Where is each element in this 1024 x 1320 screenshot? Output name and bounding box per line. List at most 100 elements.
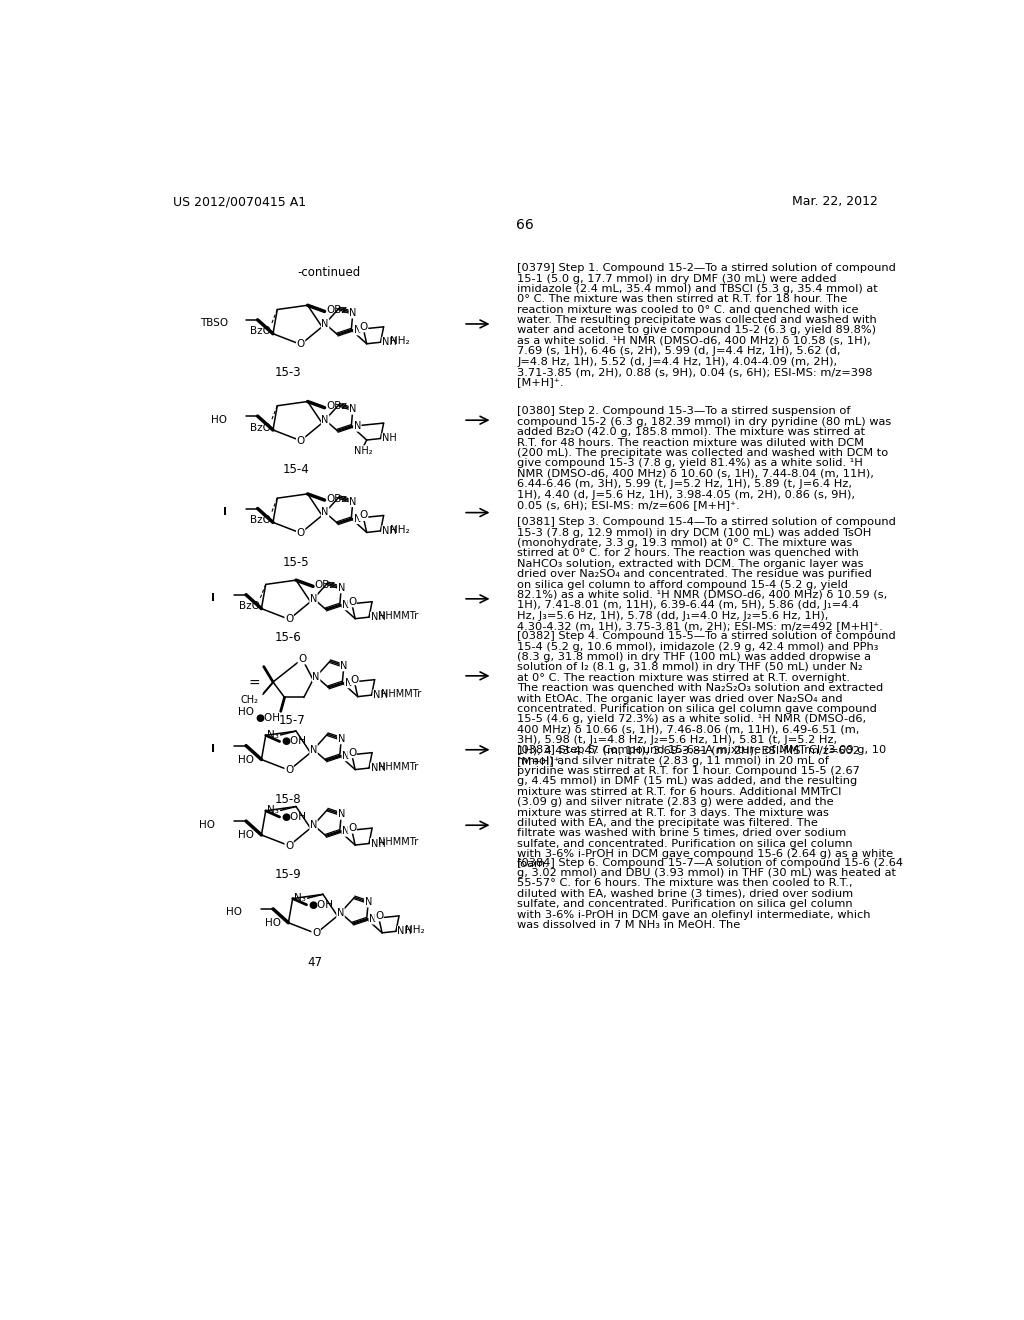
Text: O: O: [359, 511, 368, 520]
Text: HO: HO: [226, 907, 243, 917]
Text: N: N: [353, 421, 361, 432]
Text: water. The resulting precipitate was collected and washed with: water. The resulting precipitate was col…: [517, 315, 877, 325]
Text: N: N: [353, 325, 361, 335]
Text: N₃: N₃: [267, 730, 280, 741]
Text: solution of I₂ (8.1 g, 31.8 mmol) in dry THF (50 mL) under N₂: solution of I₂ (8.1 g, 31.8 mmol) in dry…: [517, 663, 863, 672]
Text: compound 15-2 (6.3 g, 182.39 mmol) in dry pyridine (80 mL) was: compound 15-2 (6.3 g, 182.39 mmol) in dr…: [517, 417, 891, 426]
Text: Hz, J₃=5.6 Hz, 1H), 5.78 (dd, J₁=4.0 Hz, J₂=5.6 Hz, 1H),: Hz, J₃=5.6 Hz, 1H), 5.78 (dd, J₁=4.0 Hz,…: [517, 611, 828, 620]
Text: 6.44-6.46 (m, 3H), 5.99 (t, J=5.2 Hz, 1H), 5.89 (t, J=6.4 Hz,: 6.44-6.46 (m, 3H), 5.99 (t, J=5.2 Hz, 1H…: [517, 479, 852, 490]
Text: O: O: [285, 766, 293, 775]
Text: with 3-6% i-PrOH in DCM gave compound 15-6 (2.64 g) as a white: with 3-6% i-PrOH in DCM gave compound 15…: [517, 849, 893, 859]
Text: US 2012/0070415 A1: US 2012/0070415 A1: [173, 195, 306, 209]
Text: pyridine was stirred at R.T. for 1 hour. Compound 15-5 (2.67: pyridine was stirred at R.T. for 1 hour.…: [517, 766, 860, 776]
Text: [0380] Step 2. Compound 15-3—To a stirred suspension of: [0380] Step 2. Compound 15-3—To a stirre…: [517, 407, 851, 416]
Text: N: N: [349, 404, 356, 414]
Text: concentrated. Purification on silica gel column gave compound: concentrated. Purification on silica gel…: [517, 704, 877, 714]
Text: N: N: [310, 744, 317, 755]
Text: NH: NH: [382, 525, 397, 536]
Text: BzO: BzO: [250, 422, 271, 433]
Text: N: N: [322, 318, 329, 329]
Text: N: N: [337, 908, 344, 917]
Text: [M+H]⁺.: [M+H]⁺.: [517, 756, 563, 766]
Text: [0382] Step 4. Compound 15-5—To a stirred solution of compound: [0382] Step 4. Compound 15-5—To a stirre…: [517, 631, 896, 642]
Text: TBSO: TBSO: [201, 318, 228, 329]
Text: NH: NH: [371, 838, 385, 849]
Text: N: N: [322, 507, 329, 517]
Text: OBz: OBz: [326, 305, 347, 315]
Text: O: O: [350, 675, 358, 685]
Text: 4.30-4.32 (m, 1H), 3.75-3.81 (m, 2H); ESI-MS: m/z=492 [M+H]⁺.: 4.30-4.32 (m, 1H), 3.75-3.81 (m, 2H); ES…: [517, 622, 883, 631]
Text: water and acetone to give compound 15-2 (6.3 g, yield 89.8%): water and acetone to give compound 15-2 …: [517, 326, 877, 335]
Text: N: N: [340, 661, 347, 671]
Text: N: N: [310, 820, 317, 830]
Text: I: I: [211, 744, 215, 754]
Text: (200 mL). The precipitate was collected and washed with DCM to: (200 mL). The precipitate was collected …: [517, 447, 889, 458]
Text: [0381] Step 3. Compound 15-4—To a stirred solution of compound: [0381] Step 3. Compound 15-4—To a stirre…: [517, 517, 896, 527]
Text: O: O: [297, 436, 305, 446]
Text: NH₂: NH₂: [406, 925, 425, 935]
Text: NaHCO₃ solution, extracted with DCM. The organic layer was: NaHCO₃ solution, extracted with DCM. The…: [517, 558, 863, 569]
Text: added Bz₂O (42.0 g, 185.8 mmol). The mixture was stirred at: added Bz₂O (42.0 g, 185.8 mmol). The mix…: [517, 428, 865, 437]
Text: O: O: [285, 841, 293, 850]
Text: O: O: [285, 614, 293, 624]
Text: J=4.8 Hz, 1H), 5.52 (d, J=4.4 Hz, 1H), 4.04-4.09 (m, 2H),: J=4.8 Hz, 1H), 5.52 (d, J=4.4 Hz, 1H), 4…: [517, 356, 838, 367]
Text: imidazole (2.4 mL, 35.4 mmol) and TBSCl (5.3 g, 35.4 mmol) at: imidazole (2.4 mL, 35.4 mmol) and TBSCl …: [517, 284, 878, 294]
Text: N: N: [342, 826, 349, 836]
Text: 3.71-3.85 (m, 2H), 0.88 (s, 9H), 0.04 (s, 6H); ESI-MS: m/z=398: 3.71-3.85 (m, 2H), 0.88 (s, 9H), 0.04 (s…: [517, 367, 872, 378]
Text: BzO: BzO: [250, 515, 271, 525]
Text: NHMMTr: NHMMTr: [378, 837, 419, 847]
Text: mixture was stirred at R.T. for 3 days. The mixture was: mixture was stirred at R.T. for 3 days. …: [517, 808, 829, 817]
Text: g, 3.02 mmol) and DBU (3.93 mmol) in THF (30 mL) was heated at: g, 3.02 mmol) and DBU (3.93 mmol) in THF…: [517, 869, 896, 878]
Text: NH: NH: [382, 337, 397, 347]
Text: N: N: [312, 672, 319, 681]
Text: N: N: [365, 898, 372, 907]
Text: as a white solid. ¹H NMR (DMSO-d6, 400 MHz) δ 10.58 (s, 1H),: as a white solid. ¹H NMR (DMSO-d6, 400 M…: [517, 335, 870, 346]
Text: N₃: N₃: [294, 894, 306, 903]
Text: at 0° C. The reaction mixture was stirred at R.T. overnight.: at 0° C. The reaction mixture was stirre…: [517, 673, 850, 682]
Text: Mar. 22, 2012: Mar. 22, 2012: [792, 195, 878, 209]
Text: 15-3 (7.8 g, 12.9 mmol) in dry DCM (100 mL) was added TsOH: 15-3 (7.8 g, 12.9 mmol) in dry DCM (100 …: [517, 528, 871, 537]
Text: 15-8: 15-8: [275, 793, 302, 807]
Text: with 3-6% i-PrOH in DCM gave an olefinyl intermediate, which: with 3-6% i-PrOH in DCM gave an olefinyl…: [517, 909, 870, 920]
Text: N: N: [338, 583, 345, 593]
Text: O: O: [348, 824, 356, 833]
Text: NMR (DMSO-d6, 400 MHz) δ 10.60 (s, 1H), 7.44-8.04 (m, 11H),: NMR (DMSO-d6, 400 MHz) δ 10.60 (s, 1H), …: [517, 469, 873, 479]
Text: OBz: OBz: [326, 494, 347, 503]
Text: HO: HO: [200, 820, 215, 829]
Text: foam.: foam.: [517, 859, 550, 870]
Text: [M+H]⁺.: [M+H]⁺.: [517, 378, 563, 388]
Text: 47: 47: [308, 956, 323, 969]
Text: with EtOAc. The organic layer was dried over Na₂SO₄ and: with EtOAc. The organic layer was dried …: [517, 693, 843, 704]
Text: 55-57° C. for 6 hours. The mixture was then cooled to R.T.,: 55-57° C. for 6 hours. The mixture was t…: [517, 878, 853, 888]
Text: 7.69 (s, 1H), 6.46 (s, 2H), 5.99 (d, J=4.4 Hz, 1H), 5.62 (d,: 7.69 (s, 1H), 6.46 (s, 2H), 5.99 (d, J=4…: [517, 346, 841, 356]
Text: [0384] Step 6. Compound 15-7—A solution of compound 15-6 (2.64: [0384] Step 6. Compound 15-7—A solution …: [517, 858, 903, 867]
Text: 1H), 4.40 (d, J=5.6 Hz, 1H), 3.98-4.05 (m, 2H), 0.86 (s, 9H),: 1H), 4.40 (d, J=5.6 Hz, 1H), 3.98-4.05 (…: [517, 490, 855, 499]
Text: =: =: [248, 677, 260, 692]
Text: -continued: -continued: [298, 267, 360, 280]
Text: dried over Na₂SO₄ and concentrated. The residue was purified: dried over Na₂SO₄ and concentrated. The …: [517, 569, 872, 579]
Text: HO: HO: [238, 706, 254, 717]
Text: 400 MHz) δ 10.66 (s, 1H), 7.46-8.06 (m, 11H), 6.49-6.51 (m,: 400 MHz) δ 10.66 (s, 1H), 7.46-8.06 (m, …: [517, 725, 859, 735]
Text: N: N: [310, 594, 317, 603]
Text: HO: HO: [211, 414, 226, 425]
Text: O: O: [375, 911, 383, 921]
Text: NHMMTr: NHMMTr: [378, 762, 419, 772]
Text: ●OH: ●OH: [308, 900, 333, 909]
Text: HO: HO: [265, 917, 282, 928]
Text: BzO: BzO: [250, 326, 271, 337]
Text: ●OH: ●OH: [256, 713, 281, 723]
Text: 3H), 5.98 (t, J₁=4.8 Hz, J₂=5.6 Hz, 1H), 5.81 (t, J=5.2 Hz,: 3H), 5.98 (t, J₁=4.8 Hz, J₂=5.6 Hz, 1H),…: [517, 735, 838, 744]
Text: OBz: OBz: [314, 579, 336, 590]
Text: N: N: [338, 809, 345, 820]
Text: 1H), 4.43-4.47 (m, 1H), 3.69-3.81 (m, 2H); ESI-MS: m/z=602: 1H), 4.43-4.47 (m, 1H), 3.69-3.81 (m, 2H…: [517, 746, 860, 755]
Text: on silica gel column to afford compound 15-4 (5.2 g, yield: on silica gel column to afford compound …: [517, 579, 848, 590]
Text: (3.09 g) and silver nitrate (2.83 g) were added, and the: (3.09 g) and silver nitrate (2.83 g) wer…: [517, 797, 834, 807]
Text: 15-6: 15-6: [275, 631, 302, 644]
Text: 0° C. The mixture was then stirred at R.T. for 18 hour. The: 0° C. The mixture was then stirred at R.…: [517, 294, 847, 305]
Text: O: O: [297, 528, 305, 539]
Text: NH: NH: [397, 927, 413, 936]
Text: N: N: [369, 913, 377, 924]
Text: N: N: [322, 414, 329, 425]
Text: filtrate was washed with brine 5 times, dried over sodium: filtrate was washed with brine 5 times, …: [517, 829, 847, 838]
Text: BzO: BzO: [239, 602, 259, 611]
